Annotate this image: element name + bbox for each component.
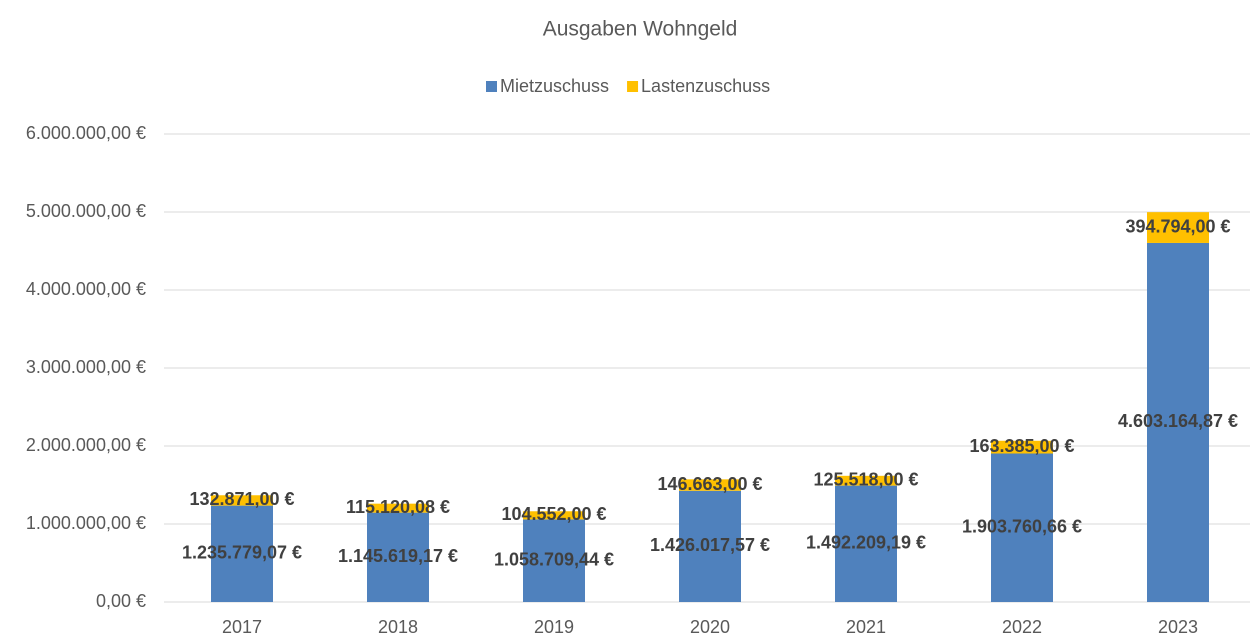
data-label: 104.552,00 € xyxy=(501,504,606,524)
y-tick-label: 4.000.000,00 € xyxy=(26,279,146,299)
data-label: 4.603.164,87 € xyxy=(1118,411,1238,431)
data-label: 1.058.709,44 € xyxy=(494,549,614,569)
x-tick-label: 2018 xyxy=(378,617,418,637)
data-label: 163.385,00 € xyxy=(969,436,1074,456)
data-label: 394.794,00 € xyxy=(1125,216,1230,236)
x-tick-label: 2019 xyxy=(534,617,574,637)
y-tick-label: 3.000.000,00 € xyxy=(26,357,146,377)
data-label: 146.663,00 € xyxy=(657,474,762,494)
bar-segment xyxy=(211,505,273,602)
x-tick-label: 2020 xyxy=(690,617,730,637)
data-label: 125.518,00 € xyxy=(813,469,918,489)
x-tick-label: 2023 xyxy=(1158,617,1198,637)
data-label: 1.492.209,19 € xyxy=(806,533,926,553)
bar-segment xyxy=(835,485,897,602)
legend-swatch xyxy=(486,81,497,92)
bar-segment xyxy=(211,495,273,506)
y-tick-label: 0,00 € xyxy=(96,591,146,611)
bar-segment xyxy=(991,440,1053,454)
x-tick-label: 2022 xyxy=(1002,617,1042,637)
bar-segment xyxy=(1147,212,1209,243)
bar-segment xyxy=(679,490,741,602)
bar-segment xyxy=(1147,242,1209,603)
bar-segment xyxy=(523,511,585,520)
y-tick-label: 1.000.000,00 € xyxy=(26,513,146,533)
y-tick-label: 2.000.000,00 € xyxy=(26,435,146,455)
bar-segment xyxy=(679,479,741,491)
chart-title: Ausgaben Wohngeld xyxy=(543,18,738,41)
y-tick-label: 6.000.000,00 € xyxy=(26,123,146,143)
data-label: 1.235.779,07 € xyxy=(182,543,302,563)
x-tick-label: 2021 xyxy=(846,617,886,637)
data-label: 132.871,00 € xyxy=(189,489,294,509)
y-tick-label: 5.000.000,00 € xyxy=(26,201,146,221)
bar-segment xyxy=(523,519,585,602)
legend-label: Lastenzuschuss xyxy=(641,76,770,96)
bar-segment xyxy=(367,512,429,602)
bar-segment xyxy=(835,475,897,486)
bar-segment xyxy=(367,503,429,513)
legend-swatch xyxy=(627,81,639,92)
x-tick-label: 2017 xyxy=(222,617,262,637)
data-label: 1.426.017,57 € xyxy=(650,535,770,555)
bar-segment xyxy=(991,453,1053,602)
legend-label: Mietzuschuss xyxy=(500,76,609,96)
data-label: 1.145.619,17 € xyxy=(338,546,458,566)
data-label: 1.903.760,66 € xyxy=(962,517,1082,537)
data-label: 115.120,08 € xyxy=(346,497,450,517)
